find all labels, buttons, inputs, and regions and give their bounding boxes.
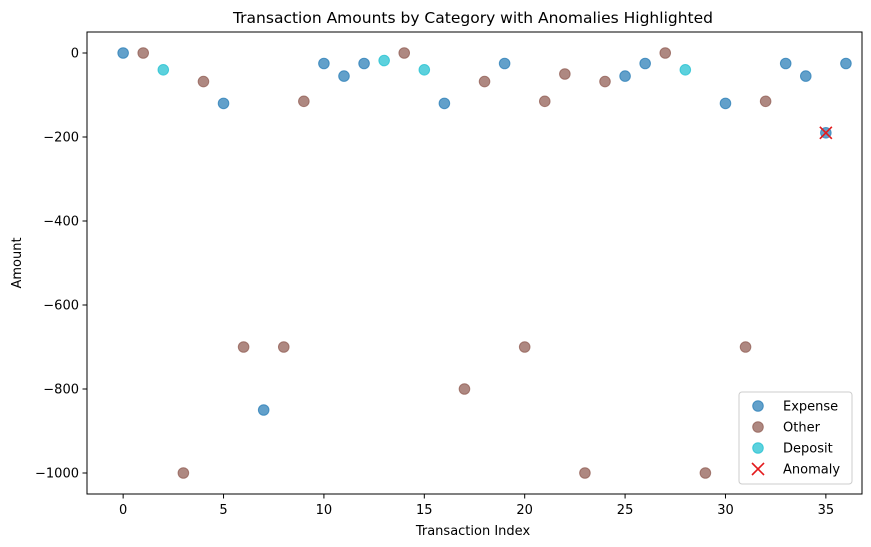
expense-point bbox=[217, 97, 230, 110]
expense-point bbox=[619, 70, 631, 82]
y-axis-title: Amount bbox=[10, 237, 25, 288]
y-tick-label: −200 bbox=[43, 131, 79, 146]
other-point bbox=[137, 47, 150, 59]
other-point bbox=[599, 75, 611, 88]
series-deposit bbox=[157, 54, 692, 76]
other-point bbox=[197, 75, 210, 88]
expense-point bbox=[779, 57, 792, 70]
y-tick-label: −600 bbox=[43, 299, 79, 314]
other-point bbox=[237, 341, 250, 353]
series-other bbox=[137, 47, 772, 479]
x-tick-label: 30 bbox=[717, 503, 734, 518]
other-point bbox=[277, 341, 290, 353]
other-point bbox=[739, 341, 752, 353]
other-point bbox=[538, 95, 551, 108]
expense-point bbox=[257, 404, 270, 416]
other-point bbox=[659, 47, 672, 59]
other-point bbox=[699, 467, 712, 479]
x-tick-label: 15 bbox=[416, 503, 433, 518]
x-tick-label: 0 bbox=[119, 503, 127, 518]
legend-anomaly-marker bbox=[751, 462, 765, 476]
other-point bbox=[458, 383, 471, 395]
x-tick-label: 20 bbox=[516, 503, 533, 518]
x-tick-label: 25 bbox=[617, 503, 634, 518]
legend-label-expense: Expense bbox=[783, 400, 838, 415]
axes: 0 5 10 15 20 25 30 35 0 −200 −400 −600 −800 −1000 bbox=[35, 31, 863, 518]
other-point bbox=[478, 75, 491, 88]
y-tick-label: −800 bbox=[43, 383, 79, 398]
other-point bbox=[559, 68, 571, 80]
expense-point bbox=[639, 57, 651, 70]
legend-marker-expense bbox=[752, 400, 764, 412]
other-point bbox=[177, 467, 190, 479]
x-tick-label: 5 bbox=[219, 503, 227, 518]
deposit-point bbox=[157, 64, 170, 76]
expense-point bbox=[438, 97, 451, 110]
legend-box bbox=[738, 391, 853, 485]
expense-point bbox=[840, 57, 852, 70]
chart-title: Transaction Amounts by Category with Ano… bbox=[232, 9, 713, 27]
x-tick-label: 35 bbox=[818, 503, 835, 518]
expense-point bbox=[498, 57, 511, 70]
legend: Expense Other Deposit Anomaly bbox=[738, 391, 853, 485]
expense-point bbox=[117, 47, 129, 59]
x-tick-label: 10 bbox=[316, 503, 333, 518]
plot-area bbox=[117, 47, 852, 479]
expense-point bbox=[719, 97, 732, 110]
legend-label-anomaly: Anomaly bbox=[783, 463, 840, 478]
axes-frame bbox=[86, 31, 863, 495]
deposit-point bbox=[378, 54, 390, 67]
series-anomaly bbox=[819, 126, 833, 140]
other-point bbox=[579, 467, 591, 479]
other-point bbox=[398, 47, 411, 59]
x-axis-title: Transaction Index bbox=[415, 524, 531, 539]
other-point bbox=[298, 95, 310, 108]
other-point bbox=[518, 341, 531, 353]
deposit-point bbox=[679, 64, 692, 76]
expense-point bbox=[338, 70, 350, 82]
y-tick-label: −400 bbox=[43, 215, 79, 230]
series-expense bbox=[117, 47, 852, 416]
anomaly-marker bbox=[819, 126, 833, 140]
deposit-point bbox=[418, 64, 431, 76]
expense-point bbox=[318, 57, 330, 70]
y-tick-label: 0 bbox=[71, 47, 79, 62]
other-point bbox=[759, 95, 772, 108]
expense-point bbox=[358, 57, 370, 70]
legend-marker-other bbox=[752, 421, 764, 433]
legend-label-other: Other bbox=[783, 421, 821, 436]
y-tick-label: −1000 bbox=[35, 467, 79, 482]
legend-label-deposit: Deposit bbox=[783, 442, 833, 457]
legend-marker-deposit bbox=[752, 442, 764, 454]
expense-point bbox=[799, 70, 812, 82]
